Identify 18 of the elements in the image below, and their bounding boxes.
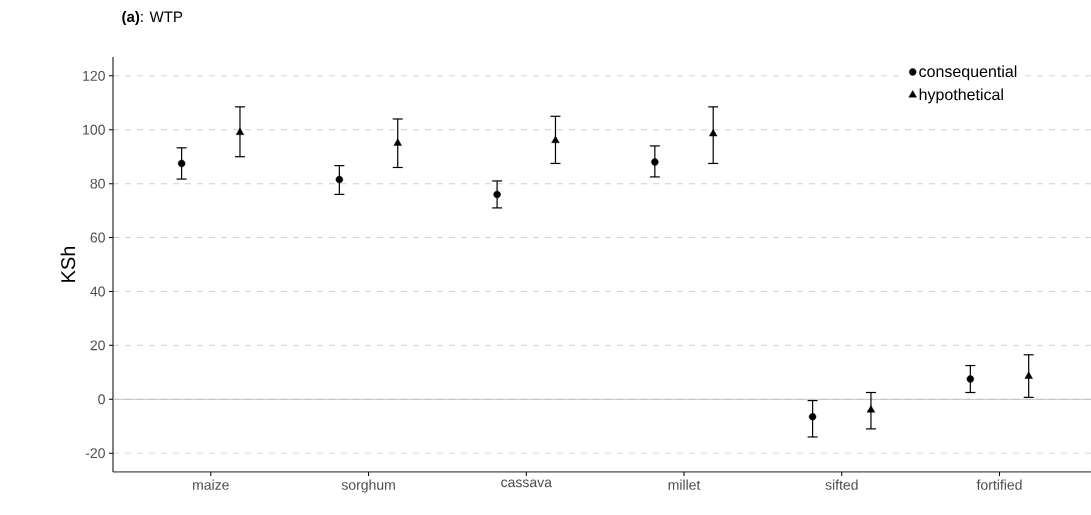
y-tick-label: 40 bbox=[90, 286, 105, 297]
y-axis-title: KSh bbox=[60, 246, 76, 282]
y-tick-label: -20 bbox=[85, 448, 105, 459]
y-tick-label: 120 bbox=[83, 70, 105, 81]
y-tick-label: 80 bbox=[90, 178, 105, 189]
y-tick-label: 60 bbox=[90, 232, 105, 243]
x-tick-label: millet bbox=[668, 479, 701, 490]
y-tick-label: 20 bbox=[90, 340, 105, 351]
legend-label: consequential bbox=[919, 65, 1017, 81]
chart-title: (a): WTP bbox=[122, 11, 183, 25]
x-tick-label: sifted bbox=[825, 479, 858, 490]
x-tick-label: cassava bbox=[501, 479, 552, 488]
y-tick-label: 100 bbox=[83, 124, 105, 135]
x-tick-label: sorghum bbox=[341, 479, 395, 493]
y-tick-label: 0 bbox=[98, 394, 105, 405]
x-tick-label: maize bbox=[193, 479, 229, 490]
legend-label: hypothetical bbox=[919, 88, 1003, 104]
x-tick-label: fortified bbox=[976, 479, 1022, 490]
